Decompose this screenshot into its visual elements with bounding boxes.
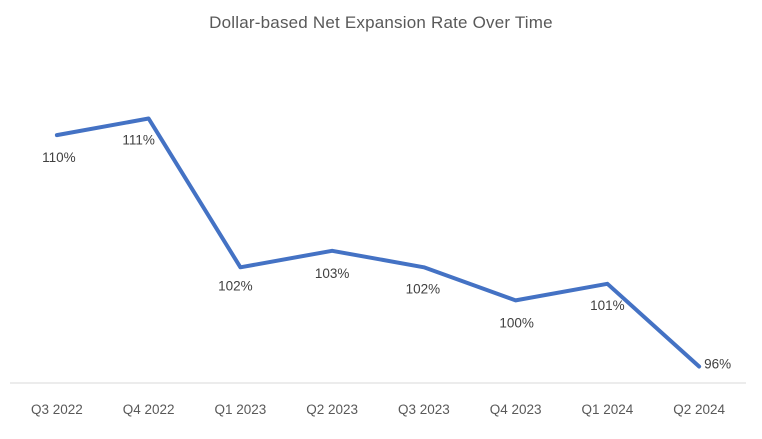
x-axis-label-q3-2023: Q3 2023 [398,402,450,417]
data-label-q2-2024: 96% [704,357,731,372]
data-label-q1-2024: 101% [590,298,625,313]
x-axis-label-q4-2023: Q4 2023 [490,402,542,417]
x-axis-label-q2-2023: Q2 2023 [306,402,358,417]
expansion-rate-series-line [54,116,702,369]
x-axis-label-q1-2024: Q1 2024 [582,402,634,417]
data-label-q3-2022: 110% [42,150,76,165]
x-axis-label-q1-2023: Q1 2023 [215,402,267,417]
data-label-q1-2023: 102% [218,278,253,293]
data-label-q4-2023: 100% [499,315,534,330]
x-axis-label-q3-2022: Q3 2022 [31,402,83,417]
data-label-q3-2023: 102% [406,281,441,296]
x-axis-label-q2-2024: Q2 2024 [673,402,725,417]
chart-title: Dollar-based Net Expansion Rate Over Tim… [209,13,553,32]
x-axis-label-q4-2022: Q4 2022 [123,402,175,417]
data-label-q4-2022: 111% [122,133,155,148]
data-label-q2-2023: 103% [315,266,350,281]
